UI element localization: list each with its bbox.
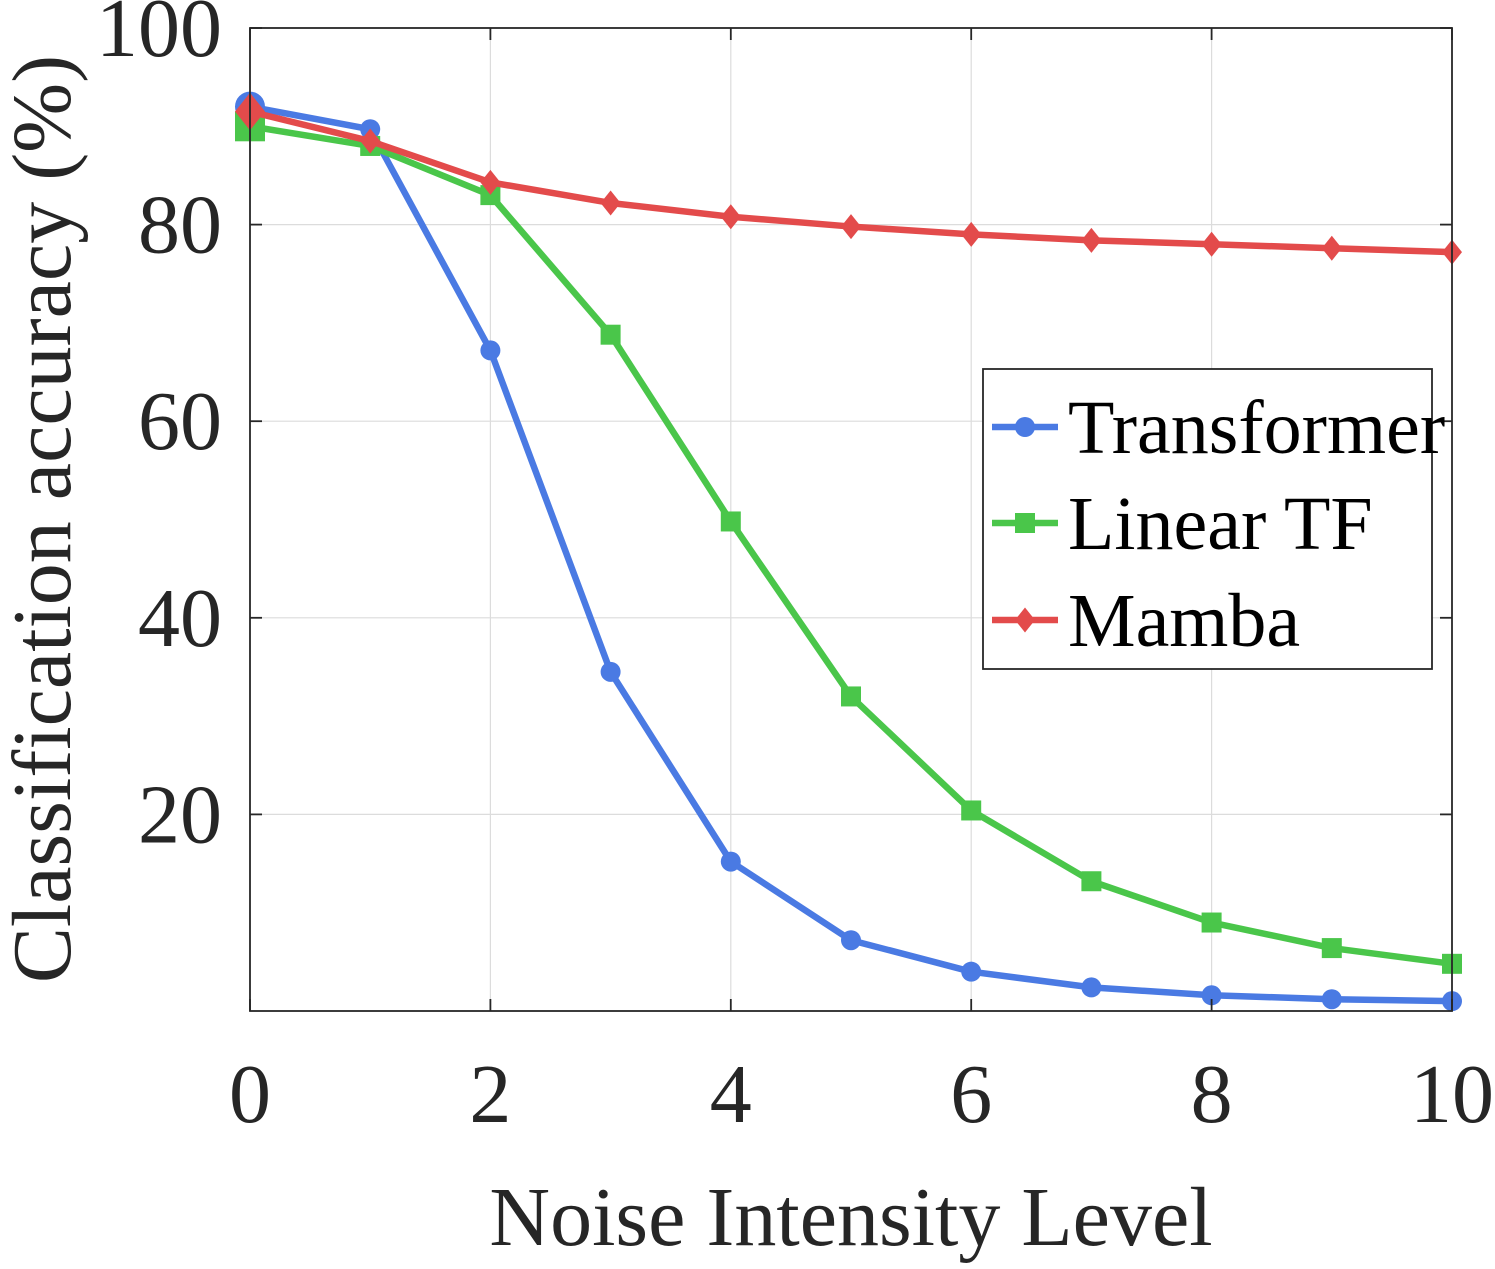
tick-labels: 0 2 4 6 8 10 20 40 60 80 100 (96, 0, 1494, 1141)
data-point-mamba (1321, 235, 1342, 261)
data-point-linear-tf (841, 686, 861, 707)
legend-entry-linear-tf: Linear TF (992, 482, 1373, 566)
data-point-transformer (480, 340, 501, 361)
legend: Transformer Linear TF Mamba (982, 368, 1445, 670)
data-point-transformer (600, 661, 621, 682)
series-mamba (235, 92, 1462, 265)
data-point-transformer (1321, 989, 1342, 1010)
data-point-linear-tf (480, 185, 501, 206)
data-point-linear-tf (1081, 871, 1102, 892)
legend-marker-mamba (1015, 607, 1035, 633)
legend-marker-linear-tf (1015, 513, 1035, 533)
data-point-transformer (1201, 985, 1222, 1006)
data-point-linear-tf (1321, 938, 1342, 959)
data-point-transformer (841, 930, 861, 951)
y-axis-title: Classification accuracy (%) (0, 55, 89, 983)
plot-area-frame (249, 27, 1453, 1012)
data-point-linear-tf (1201, 912, 1222, 933)
data-point-mamba (600, 190, 621, 216)
legend-label-linear-tf: Linear TF (1068, 482, 1373, 566)
data-point-linear-tf (600, 324, 621, 345)
data-point-transformer (1081, 977, 1102, 998)
legend-marker-transformer (1015, 417, 1035, 437)
data-point-mamba (1081, 227, 1102, 253)
legend-label-transformer: Transformer (1068, 386, 1445, 470)
x-tick-label: 2 (469, 1048, 511, 1141)
data-point-mamba (841, 214, 861, 240)
data-point-linear-tf (720, 511, 741, 532)
data-point-mamba (720, 204, 741, 230)
legend-entry-transformer: Transformer (992, 386, 1445, 470)
y-tick-label: 20 (138, 768, 222, 861)
data-point-linear-tf (961, 800, 982, 821)
x-tick-label: 0 (229, 1048, 271, 1141)
data-point-mamba (1201, 231, 1222, 257)
x-tick-label: 8 (1191, 1048, 1233, 1141)
grid (250, 28, 1452, 1011)
data-point-transformer (720, 851, 741, 872)
data-point-mamba (480, 169, 501, 195)
x-axis-title: Noise Intensity Level (489, 1171, 1212, 1264)
legend-entry-mamba: Mamba (992, 579, 1300, 663)
data-point-transformer (961, 961, 982, 982)
data-point-mamba (961, 221, 982, 247)
y-tick-label: 100 (96, 0, 222, 75)
data-point-mamba (360, 128, 381, 154)
x-tick-label: 10 (1410, 1048, 1494, 1141)
plot-series (235, 91, 1462, 1012)
legend-entries: Transformer Linear TF Mamba (992, 386, 1445, 663)
y-tick-label: 60 (138, 375, 222, 468)
x-tick-label: 6 (950, 1048, 992, 1141)
x-tick-label: 4 (710, 1048, 752, 1141)
legend-label-mamba: Mamba (1068, 579, 1300, 663)
y-tick-label: 40 (138, 572, 222, 665)
y-tick-label: 80 (138, 179, 222, 272)
axis-ticks (249, 27, 1453, 1011)
